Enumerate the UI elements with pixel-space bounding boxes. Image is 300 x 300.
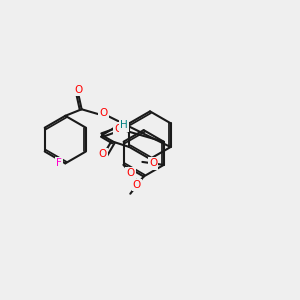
Text: O: O — [100, 108, 108, 118]
Text: O: O — [115, 124, 123, 134]
Text: O: O — [133, 180, 141, 190]
Text: O: O — [126, 168, 134, 178]
Text: O: O — [74, 85, 82, 95]
Text: H: H — [121, 120, 128, 130]
Text: O: O — [98, 149, 106, 159]
Text: F: F — [56, 158, 62, 168]
Text: O: O — [149, 158, 157, 168]
